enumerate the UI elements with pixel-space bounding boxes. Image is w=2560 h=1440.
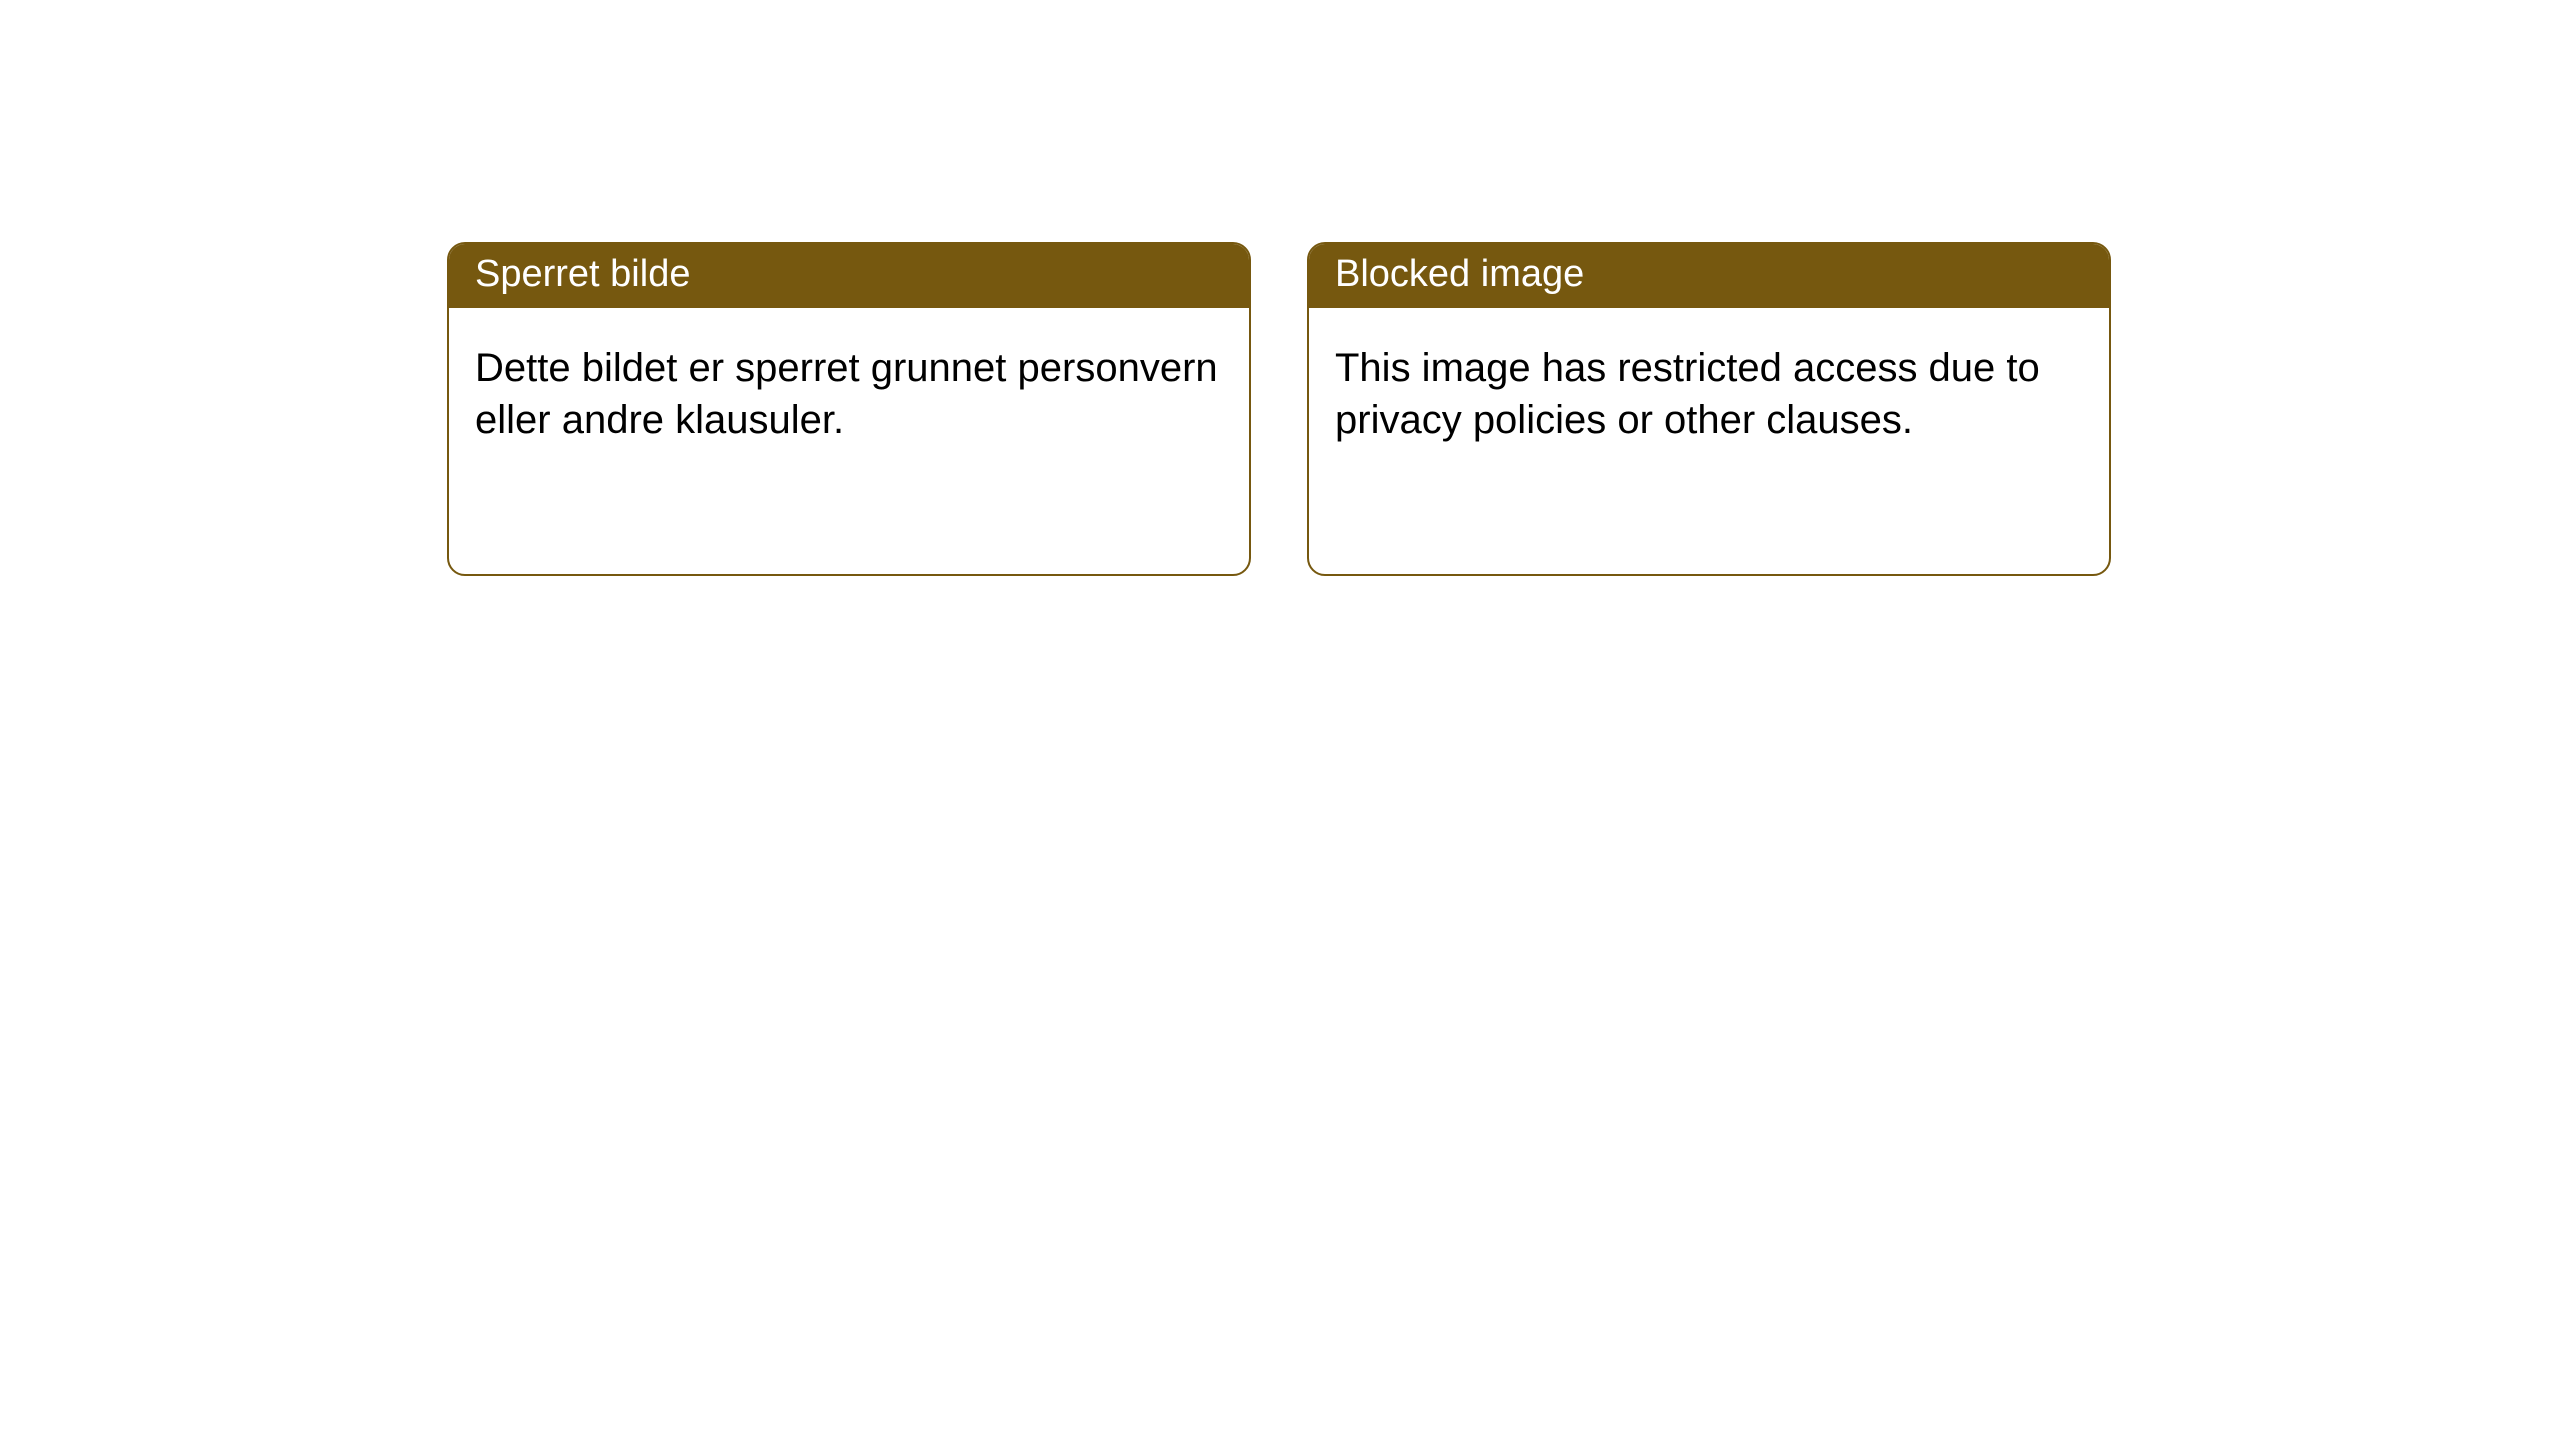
notice-box-norwegian: Sperret bilde Dette bildet er sperret gr… — [447, 242, 1251, 576]
notice-header: Blocked image — [1309, 244, 2109, 308]
notice-body: This image has restricted access due to … — [1309, 308, 2109, 480]
notice-box-english: Blocked image This image has restricted … — [1307, 242, 2111, 576]
notice-header: Sperret bilde — [449, 244, 1249, 308]
notice-body: Dette bildet er sperret grunnet personve… — [449, 308, 1249, 480]
notice-container: Sperret bilde Dette bildet er sperret gr… — [0, 0, 2560, 576]
